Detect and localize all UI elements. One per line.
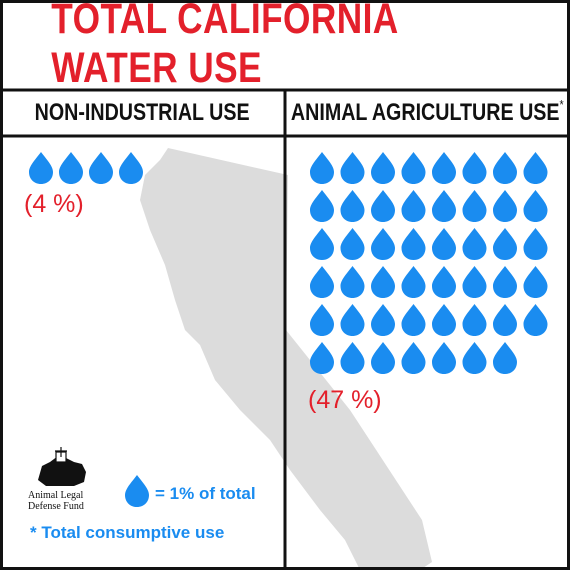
water-drop-icon: [340, 228, 365, 260]
water-drop-icon: [432, 152, 456, 184]
water-drop-icon: [340, 152, 365, 184]
water-drop-icon: [493, 152, 517, 184]
water-drop-icon: [340, 304, 365, 336]
water-drop-icon: [493, 304, 517, 336]
water-drop-icon: [401, 266, 426, 298]
water-drop-icon: [462, 304, 487, 336]
water-drop-icon: [493, 190, 517, 222]
water-drop-icon: [310, 266, 334, 298]
percent-label-animal-agriculture: (47 %): [308, 386, 382, 414]
water-drop-icon: [401, 152, 426, 184]
water-drop-icon: [401, 190, 426, 222]
water-drop-icon: [401, 342, 426, 374]
water-drop-icon: [523, 304, 548, 336]
water-drop-icon: [462, 266, 487, 298]
water-drop-icon: [401, 228, 426, 260]
water-drop-icon: [493, 266, 517, 298]
water-drop-icon: [462, 190, 487, 222]
water-drop-icon: [371, 266, 395, 298]
water-drop-icon: [493, 228, 517, 260]
water-drop-icon: [432, 342, 456, 374]
water-drop-icon: [340, 190, 365, 222]
water-drop-icon: [432, 266, 456, 298]
water-drop-icon: [125, 475, 149, 507]
page-title: TOTAL CALIFORNIA WATER USE: [51, 0, 398, 92]
drop-group-non-industrial: [29, 152, 143, 184]
water-drop-icon: [310, 190, 334, 222]
water-drop-icon: [462, 152, 487, 184]
water-drop-icon: [462, 228, 487, 260]
water-drop-icon: [371, 342, 395, 374]
column-heading-non-industrial: NON-INDUSTRIAL USE: [34, 99, 251, 126]
water-drop-icon: [371, 190, 395, 222]
legend-label: = 1% of total: [155, 484, 256, 503]
water-drop-icon: [310, 342, 334, 374]
water-drop-icon: [340, 266, 365, 298]
water-drop-icon: [310, 228, 334, 260]
water-drop-icon: [371, 152, 395, 184]
water-drop-icon: [523, 190, 548, 222]
water-drop-icon: [462, 342, 487, 374]
water-drop-icon: [523, 152, 548, 184]
water-drop-icon: [89, 152, 113, 184]
water-drop-icon: [401, 304, 426, 336]
water-drop-icon: [119, 152, 143, 184]
water-drop-icon: [310, 152, 334, 184]
water-drop-icon: [29, 152, 53, 184]
water-drop-icon: [371, 304, 395, 336]
water-drop-icon: [493, 342, 517, 374]
aldf-logo-text: Animal Legal Defense Fund: [28, 490, 84, 512]
aldf-logo-icon: [38, 447, 86, 486]
water-drop-icon: [340, 342, 365, 374]
footnote: * Total consumptive use: [30, 523, 225, 542]
water-drop-icon: [310, 304, 334, 336]
column-heading-animal-agriculture: ANIMAL AGRICULTURE USE*: [291, 97, 564, 126]
water-drop-icon: [523, 228, 548, 260]
water-drop-icon: [432, 190, 456, 222]
water-drop-icon: [371, 228, 395, 260]
water-drop-icon: [432, 304, 456, 336]
water-drop-icon: [432, 228, 456, 260]
water-drop-icon: [59, 152, 83, 184]
percent-label-non-industrial: (4 %): [24, 190, 84, 218]
drop-group-animal-agriculture: [310, 152, 548, 374]
water-drop-icon: [523, 266, 548, 298]
